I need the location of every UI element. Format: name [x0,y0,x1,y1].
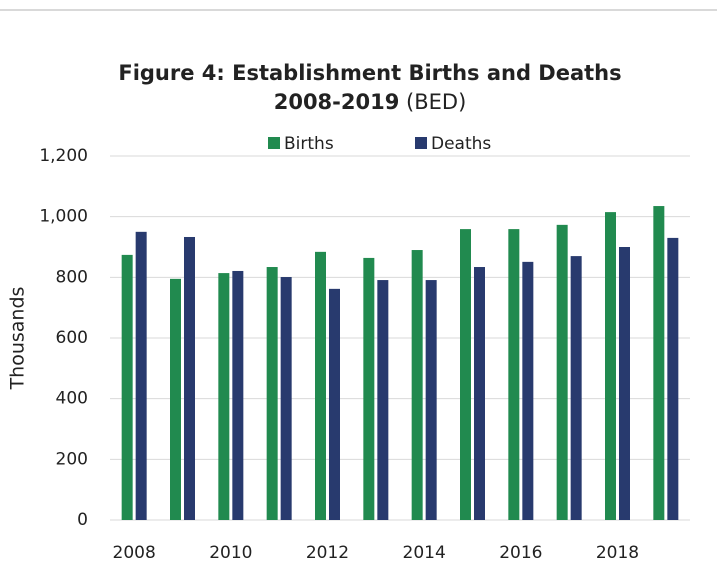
bar [619,247,630,520]
y-tick-label: 1,200 [39,146,88,166]
legend-swatch [268,137,280,149]
bar [184,236,195,521]
bar [266,267,278,520]
x-tick-label: 2008 [113,543,156,563]
bar [329,288,340,520]
bar [363,257,375,520]
bar [570,256,582,520]
title-note: (BED) [406,90,466,114]
bar [474,267,485,520]
bar [121,254,133,521]
bar [135,231,147,521]
x-tick-label: 2010 [209,543,252,563]
bar [170,278,181,520]
legend-label: Deaths [431,134,491,154]
x-tick-label: 2012 [306,543,349,563]
title-years: 2008-2019 [274,90,400,114]
bar [556,224,568,520]
y-tick-label: 1,000 [39,207,88,227]
bar [460,229,471,520]
bar [425,280,437,520]
bar [411,250,423,521]
x-tick-label: 2014 [403,543,446,563]
bar [522,261,534,520]
bar [232,270,244,520]
y-tick-label: 800 [56,267,88,287]
bar [280,277,292,520]
y-axis-label: Thousands [7,287,29,391]
bar [653,206,665,521]
bar [605,212,616,520]
y-tick-label: 0 [77,510,88,530]
bar [315,251,326,520]
bar [508,229,520,520]
chart-title-line2: 2008-2019 (BED) [274,90,467,114]
y-tick-label: 600 [56,328,88,348]
y-tick-label: 400 [56,389,88,409]
y-tick-label: 200 [56,449,88,469]
x-tick-label: 2018 [596,543,639,563]
bar [667,237,679,520]
x-tick-label: 2016 [499,543,542,563]
bar [377,280,389,520]
bar [218,273,230,520]
legend-swatch [415,137,427,149]
chart-title: Figure 4: Establishment Births and Death… [118,61,621,85]
legend-label: Births [284,134,334,154]
